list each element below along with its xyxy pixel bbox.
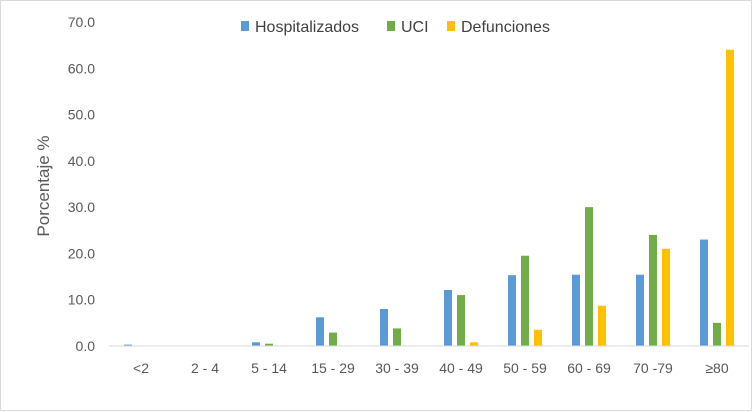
bar-defunciones-7 [598, 305, 606, 346]
y-tick-label: 70.0 [68, 14, 95, 30]
bar-hospitalizados-3 [316, 317, 324, 346]
y-tick-label: 50.0 [68, 107, 95, 123]
y-tick-label: 40.0 [68, 153, 95, 169]
bar-uci-6 [521, 255, 529, 346]
x-tick-label: 70 -79 [633, 360, 673, 376]
x-tick-label: 30 - 39 [375, 360, 419, 376]
x-tick-label: 15 - 29 [311, 360, 355, 376]
legend-swatch-uci [387, 21, 395, 31]
bar-defunciones-8 [662, 248, 670, 346]
legend-swatch-hospitalizados [241, 21, 249, 31]
x-tick-label: ≥80 [705, 360, 728, 376]
bar-hospitalizados-6 [508, 275, 516, 346]
y-tick-label: 60.0 [68, 60, 95, 76]
x-tick-label: 2 - 4 [191, 360, 219, 376]
y-axis-ticks: 0.0 10.0 20.0 30.0 40.0 50.0 60.0 70.0 [68, 14, 95, 354]
bar-hospitalizados-9 [700, 239, 708, 346]
legend-label-uci: UCI [401, 19, 429, 36]
bar-uci-2 [265, 343, 273, 346]
bar-uci-5 [457, 295, 465, 346]
bar-uci-8 [649, 234, 657, 346]
y-tick-label: 10.0 [68, 292, 95, 308]
bar-uci-3 [329, 332, 337, 346]
x-tick-label: 50 - 59 [503, 360, 547, 376]
legend-label-defunciones: Defunciones [461, 19, 550, 36]
bar-defunciones-6 [534, 329, 542, 346]
bar-hospitalizados-4 [380, 308, 388, 346]
y-tick-label: 0.0 [76, 338, 96, 354]
x-tick-label: <2 [133, 360, 149, 376]
bar-uci-9 [713, 322, 721, 346]
bar-hospitalizados-0 [124, 344, 132, 346]
y-tick-label: 20.0 [68, 245, 95, 261]
bar-hospitalizados-8 [636, 274, 644, 346]
x-tick-label: 60 - 69 [567, 360, 611, 376]
x-tick-label: 5 - 14 [251, 360, 287, 376]
bar-defunciones-5 [470, 342, 478, 346]
bar-hospitalizados-2 [252, 342, 260, 346]
legend: Hospitalizados UCI Defunciones [241, 19, 550, 36]
x-tick-label: 40 - 49 [439, 360, 483, 376]
x-axis-ticks: <2 2 - 4 5 - 14 15 - 29 30 - 39 40 - 49 50 - 5… [133, 360, 729, 376]
legend-label-hospitalizados: Hospitalizados [255, 19, 359, 36]
y-tick-label: 30.0 [68, 199, 95, 215]
y-axis-label: Porcentaje % [34, 135, 53, 236]
bar-defunciones-9 [726, 49, 734, 347]
legend-swatch-defunciones [447, 21, 455, 31]
bar-hospitalizados-7 [572, 274, 580, 346]
bar-hospitalizados-5 [444, 289, 452, 346]
bar-uci-7 [585, 207, 593, 346]
bars [124, 49, 734, 347]
bar-uci-4 [393, 328, 401, 346]
